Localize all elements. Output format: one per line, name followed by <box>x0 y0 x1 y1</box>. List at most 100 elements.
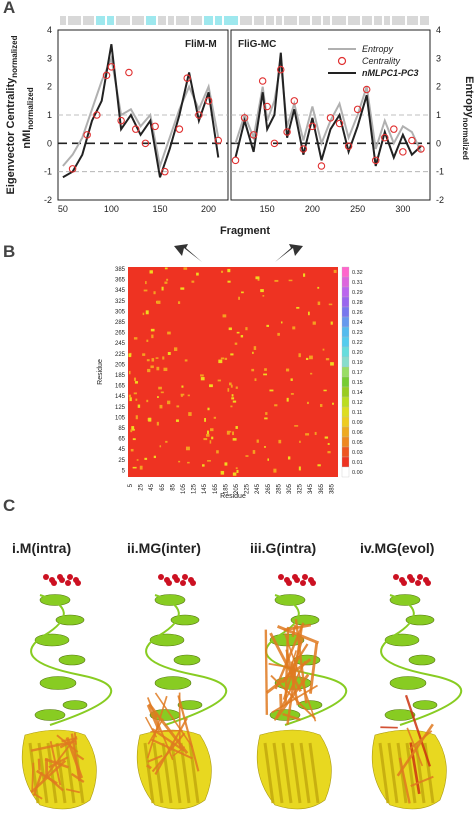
heatmap-cell <box>231 397 235 400</box>
network-edge <box>406 727 424 767</box>
heatmap-cell <box>176 405 180 408</box>
centrality-point <box>381 133 389 142</box>
heatmap-x-tick: 25 <box>139 483 145 490</box>
heatmap-cell <box>159 445 162 448</box>
heatmap-cell <box>128 353 132 358</box>
protein-structure <box>21 574 113 810</box>
y-label-nmi: nMI <box>21 130 33 149</box>
heatmap-cell <box>274 404 278 407</box>
centrality-point <box>258 77 267 85</box>
heatmap-cell <box>220 357 225 360</box>
heatmap-cell <box>254 378 257 382</box>
strip-block <box>420 16 429 25</box>
helix <box>39 676 77 690</box>
beta-strand <box>143 742 155 804</box>
binding-site-atom <box>393 574 399 580</box>
heatmap-x-tick: 245 <box>255 483 261 494</box>
helix <box>384 633 420 647</box>
binding-site-atom <box>417 574 423 580</box>
heatmap-cell <box>319 404 323 407</box>
network-edge <box>151 738 193 760</box>
heatmap-cell <box>290 393 294 395</box>
heatmap-cell <box>151 358 155 362</box>
strip-block <box>96 16 105 25</box>
colorbar-tick: 0.19 <box>352 360 363 366</box>
panel-arrows <box>174 244 303 262</box>
strip-block <box>299 16 310 25</box>
heatmap-cell <box>164 281 168 284</box>
heatmap-cell <box>224 357 228 360</box>
heatmap-cell <box>217 379 221 382</box>
heatmap-y-tick: 85 <box>118 426 125 432</box>
heatmap-cell <box>265 412 268 415</box>
helix <box>389 676 427 690</box>
heatmap-y-tick: 185 <box>115 373 126 379</box>
heatmap-cell <box>180 394 183 397</box>
colorbar-tick: 0.17 <box>352 370 363 376</box>
heatmap-cell <box>232 400 237 403</box>
colorbar-swatch <box>341 406 350 418</box>
heatmap-cell <box>156 300 161 304</box>
colorbar-tick: 0.24 <box>352 320 363 326</box>
strip-block <box>276 16 282 25</box>
heatmap-cell <box>262 295 265 297</box>
heatmap-cell <box>161 286 164 291</box>
network-edge <box>282 637 304 701</box>
centrality-point <box>231 156 240 165</box>
binding-site-atom <box>278 574 284 580</box>
network-edge <box>65 788 81 794</box>
heatmap-y-tick: 5 <box>122 468 126 474</box>
binding-site-atom <box>190 580 196 586</box>
colorbar-swatch <box>341 446 350 458</box>
heatmap-cell <box>252 450 256 454</box>
helix <box>34 633 70 647</box>
heatmap-cell <box>157 396 159 398</box>
network-edge <box>70 772 85 783</box>
heatmap-cell <box>245 327 248 331</box>
heatmap-cell <box>220 470 225 475</box>
heatmap-cell <box>130 448 134 452</box>
heatmap-cell <box>264 446 266 448</box>
legend-swatch-centrality <box>337 56 347 66</box>
colorbar-tick: 0.12 <box>352 400 363 406</box>
heatmap-cell <box>202 464 205 467</box>
colorbar-tick: 0.29 <box>352 290 363 296</box>
heatmap-x-tick: 165 <box>213 483 219 494</box>
colorbar-tick: 0.23 <box>352 330 363 336</box>
colorbar-swatch <box>341 316 350 328</box>
heatmap-cell <box>167 331 171 335</box>
y-tick-right: 0 <box>436 138 441 148</box>
heatmap-x-tick: 305 <box>287 483 293 494</box>
heatmap-cell <box>274 279 279 282</box>
colorbar-swatch <box>341 376 350 388</box>
heatmap-y-tick: 45 <box>118 447 125 453</box>
heatmap-cell <box>235 467 238 470</box>
binding-site-atom <box>294 577 300 583</box>
strip-block <box>191 16 202 25</box>
heatmap-y-label: Residue <box>97 359 104 385</box>
heatmap-cell <box>229 382 232 386</box>
binding-site-atom <box>59 577 65 583</box>
series-line-nmi <box>62 44 422 179</box>
binding-site-atom <box>67 574 73 580</box>
heatmap-cell <box>200 377 205 381</box>
heatmap-x-tick: 65 <box>160 483 166 490</box>
heatmap-cell <box>144 457 148 460</box>
heatmap-cell <box>228 430 232 433</box>
sequence-strip <box>60 16 429 25</box>
heatmap-x-label: Residue <box>220 493 246 500</box>
heatmap-cell <box>266 324 270 327</box>
heatmap-cell <box>178 460 181 463</box>
network-edge <box>37 758 41 771</box>
y-axis-label-right: Entropynormalized <box>461 76 474 160</box>
strip-block <box>158 16 166 25</box>
strip-block <box>168 16 174 25</box>
network-edge <box>268 662 296 670</box>
heatmap-background <box>128 267 338 477</box>
heatmap-x-tick: 5 <box>128 483 134 487</box>
heatmap-cell <box>131 426 135 430</box>
panel-label-a: A <box>3 0 16 17</box>
colorbar-tick: 0.00 <box>352 470 363 476</box>
centrality-point <box>299 145 308 153</box>
protein-loop <box>145 594 228 726</box>
